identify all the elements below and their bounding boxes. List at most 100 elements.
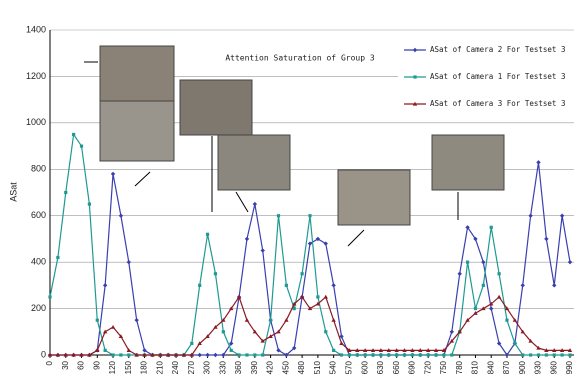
data-point [205,352,210,358]
data-point [465,317,470,322]
x-tick-label: 750 [439,360,448,374]
x-tick-label: 540 [329,360,338,374]
data-point [284,317,289,322]
data-point [48,295,52,299]
data-point [252,329,258,334]
data-point [434,353,438,357]
data-point [489,225,493,229]
data-point [347,348,352,352]
photo [99,100,175,162]
chart-title: Attention Saturation of Group 3 [225,54,374,63]
x-tick-label: 450 [281,360,290,374]
data-point [410,353,415,357]
data-point [387,353,391,357]
data-point [236,294,242,299]
x-tick-label: 120 [108,360,117,374]
data-point [512,317,518,322]
legend-label: ASat of Camera 3 For Testset 3 [430,99,565,108]
x-tick-label: 90 [92,360,101,369]
arrow [235,191,249,213]
legend-box [398,38,574,120]
data-point [292,345,297,351]
data-point [371,353,375,357]
y-tick-label: 1400 [26,24,46,34]
data-point [260,248,265,253]
data-point [189,352,195,357]
x-tick-label: 600 [360,360,369,374]
data-point [142,352,147,357]
x-tick-label: 150 [124,360,133,374]
data-point [103,348,107,352]
arrow [134,171,151,187]
data-point [379,353,383,357]
data-point [323,241,328,246]
x-tick-label: 810 [471,360,480,374]
x-tick-label: 300 [203,360,212,374]
data-point [473,236,478,242]
data-point [567,259,573,265]
data-point [72,132,76,137]
y-tick-label: 1200 [26,71,46,81]
data-point [418,353,422,357]
data-point [520,329,525,334]
data-point [402,353,407,357]
y-axis-label: ASat [8,182,18,202]
data-point [505,318,509,322]
data-point [544,348,549,352]
x-tick-label: 870 [502,360,511,374]
data-point [245,353,249,357]
data-point [307,306,313,311]
data-point [197,352,202,358]
x-tick-label: 690 [408,360,417,374]
photo [217,134,291,191]
y-tick-label: 800 [31,164,46,174]
data-point [102,283,108,288]
data-point [268,334,273,339]
data-point [292,306,296,311]
x-tick-label: 180 [140,360,149,374]
data-point [315,236,321,242]
data-point [536,345,541,350]
data-point [442,353,446,357]
data-point [560,353,564,357]
data-point [528,338,533,343]
arrow [347,229,365,247]
data-point [513,341,517,345]
data-point [457,271,462,276]
data-point [111,353,115,357]
x-tick-label: 570 [345,360,354,374]
y-tick-label: 0 [41,349,46,359]
data-point [150,352,155,357]
data-point [465,260,470,264]
data-point [261,353,265,357]
data-point [496,294,502,299]
data-point [229,348,233,352]
data-point [481,283,485,287]
data-point [473,306,478,311]
data-point [95,348,100,352]
data-point [370,348,376,352]
data-point [292,301,297,306]
data-point [229,306,234,311]
data-point [126,348,131,352]
legend-label: ASat of Camera 2 For Testset 3 [430,45,565,54]
data-point [55,352,61,357]
data-point [552,348,557,352]
data-point [339,353,344,357]
data-point [504,306,510,311]
data-point [173,352,179,357]
data-point [552,283,557,288]
data-point [118,213,124,218]
data-point [260,338,265,343]
data-point [567,348,573,352]
data-point [205,334,210,339]
data-point [276,214,281,218]
data-point [450,353,454,357]
data-point [300,272,304,276]
data-point [449,329,455,334]
data-point [363,353,367,357]
data-point [481,306,486,311]
data-point [425,348,431,352]
data-point [418,348,423,352]
